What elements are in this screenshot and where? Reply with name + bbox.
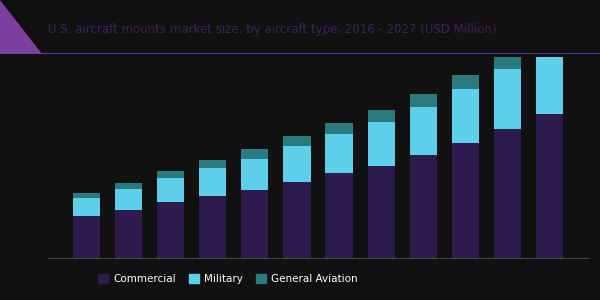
Legend: Commercial, Military, General Aviation: Commercial, Military, General Aviation bbox=[94, 270, 362, 288]
Bar bbox=[283, 136, 311, 146]
Bar bbox=[73, 193, 100, 198]
Bar bbox=[199, 160, 226, 167]
Bar bbox=[325, 123, 353, 134]
Bar bbox=[452, 75, 479, 89]
Bar bbox=[410, 94, 437, 107]
Bar bbox=[115, 210, 142, 258]
Bar bbox=[283, 182, 311, 258]
Bar bbox=[241, 190, 268, 258]
Bar bbox=[73, 198, 100, 216]
Bar bbox=[368, 110, 395, 122]
Bar bbox=[157, 202, 184, 258]
Bar bbox=[494, 69, 521, 129]
Bar bbox=[157, 171, 184, 178]
Bar bbox=[115, 183, 142, 189]
Bar bbox=[410, 107, 437, 155]
Bar bbox=[494, 129, 521, 258]
Bar bbox=[199, 167, 226, 196]
Bar bbox=[536, 46, 563, 114]
Bar bbox=[325, 172, 353, 258]
Polygon shape bbox=[0, 0, 42, 54]
Bar bbox=[452, 89, 479, 143]
Bar bbox=[410, 155, 437, 258]
Bar bbox=[536, 114, 563, 258]
Bar bbox=[452, 143, 479, 258]
Bar bbox=[157, 178, 184, 202]
Bar bbox=[368, 166, 395, 258]
Bar bbox=[325, 134, 353, 172]
Bar bbox=[494, 53, 521, 69]
Bar bbox=[73, 216, 100, 258]
Bar bbox=[115, 189, 142, 210]
Text: U.S. aircraft mounts market size, by aircraft type, 2016 - 2027 (USD Million): U.S. aircraft mounts market size, by air… bbox=[48, 23, 497, 36]
Bar bbox=[241, 149, 268, 158]
Bar bbox=[283, 146, 311, 182]
Bar bbox=[368, 122, 395, 166]
Bar bbox=[241, 158, 268, 190]
Bar bbox=[199, 196, 226, 258]
Bar bbox=[536, 28, 563, 46]
